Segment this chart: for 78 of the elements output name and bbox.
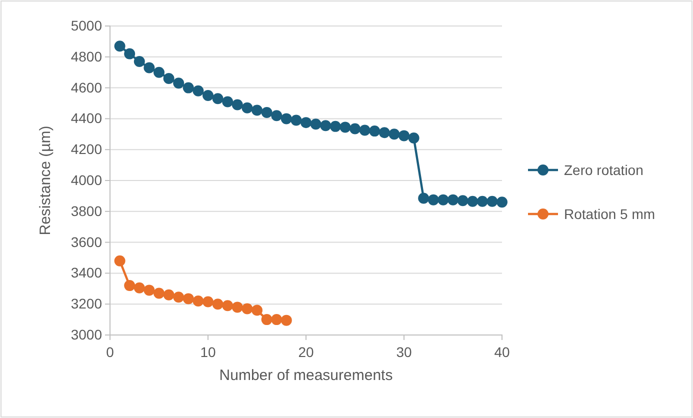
x-tick-label: 10	[200, 344, 216, 360]
point	[378, 127, 390, 138]
x-axis-title: Number of measurements	[219, 367, 393, 384]
point	[476, 196, 488, 207]
point	[242, 102, 253, 114]
point	[300, 117, 312, 128]
point	[242, 303, 253, 314]
point	[202, 90, 214, 102]
point	[310, 118, 322, 130]
point	[271, 314, 282, 326]
y-tick-label: 4800	[70, 48, 102, 64]
point	[271, 110, 282, 122]
y-tick-label: 3800	[70, 202, 102, 219]
point	[486, 196, 498, 207]
point	[192, 296, 204, 307]
point	[222, 96, 234, 108]
point	[280, 113, 292, 124]
point	[280, 314, 292, 326]
point	[388, 128, 400, 140]
point	[232, 302, 243, 313]
point	[330, 120, 341, 132]
point	[496, 196, 508, 208]
point	[448, 194, 458, 206]
y-tick-label: 3000	[70, 326, 102, 342]
y-tick-label: 4600	[70, 79, 102, 96]
y-tick-label: 5000	[70, 17, 102, 34]
point	[144, 284, 155, 296]
point	[290, 114, 302, 126]
point	[154, 66, 164, 78]
point	[154, 288, 164, 299]
x-tick-label: 0	[106, 344, 114, 360]
point	[134, 56, 145, 68]
y-axis-title: Resistance (µm)	[37, 126, 54, 236]
point	[467, 196, 478, 207]
point	[212, 298, 224, 310]
point	[320, 120, 332, 132]
point	[261, 314, 272, 326]
point	[144, 62, 155, 74]
point	[359, 124, 370, 136]
point	[212, 93, 224, 104]
point	[173, 78, 184, 89]
legend-label: Rotation 5 mm	[564, 206, 656, 222]
point	[202, 296, 214, 308]
point	[350, 123, 360, 134]
point	[114, 255, 126, 266]
point	[428, 194, 439, 206]
point	[340, 122, 351, 133]
point	[124, 48, 136, 60]
legend-label: Zero rotation	[564, 162, 644, 178]
y-tick-label: 4400	[70, 110, 102, 126]
point	[232, 99, 243, 110]
x-tick-label: 20	[298, 344, 314, 360]
y-tick-label: 4000	[70, 172, 102, 188]
x-tick-label: 40	[494, 344, 510, 360]
point	[457, 195, 468, 206]
point	[124, 280, 136, 292]
point	[222, 300, 234, 312]
y-tick-label: 4200	[70, 141, 102, 158]
point	[369, 126, 380, 137]
y-tick-label: 3200	[70, 296, 102, 312]
point	[408, 132, 420, 144]
point	[114, 40, 126, 52]
point	[252, 304, 262, 316]
y-tick-label: 3600	[70, 234, 102, 250]
point	[163, 73, 174, 84]
point	[192, 85, 204, 96]
point	[182, 293, 194, 304]
point	[438, 194, 449, 206]
point	[163, 289, 174, 300]
point	[261, 107, 272, 118]
point	[173, 292, 184, 303]
point	[398, 130, 410, 142]
point	[252, 104, 262, 116]
point	[182, 82, 194, 94]
point	[134, 282, 145, 294]
x-tick-label: 30	[396, 344, 412, 360]
point	[418, 192, 430, 204]
y-tick-label: 3400	[70, 264, 102, 281]
